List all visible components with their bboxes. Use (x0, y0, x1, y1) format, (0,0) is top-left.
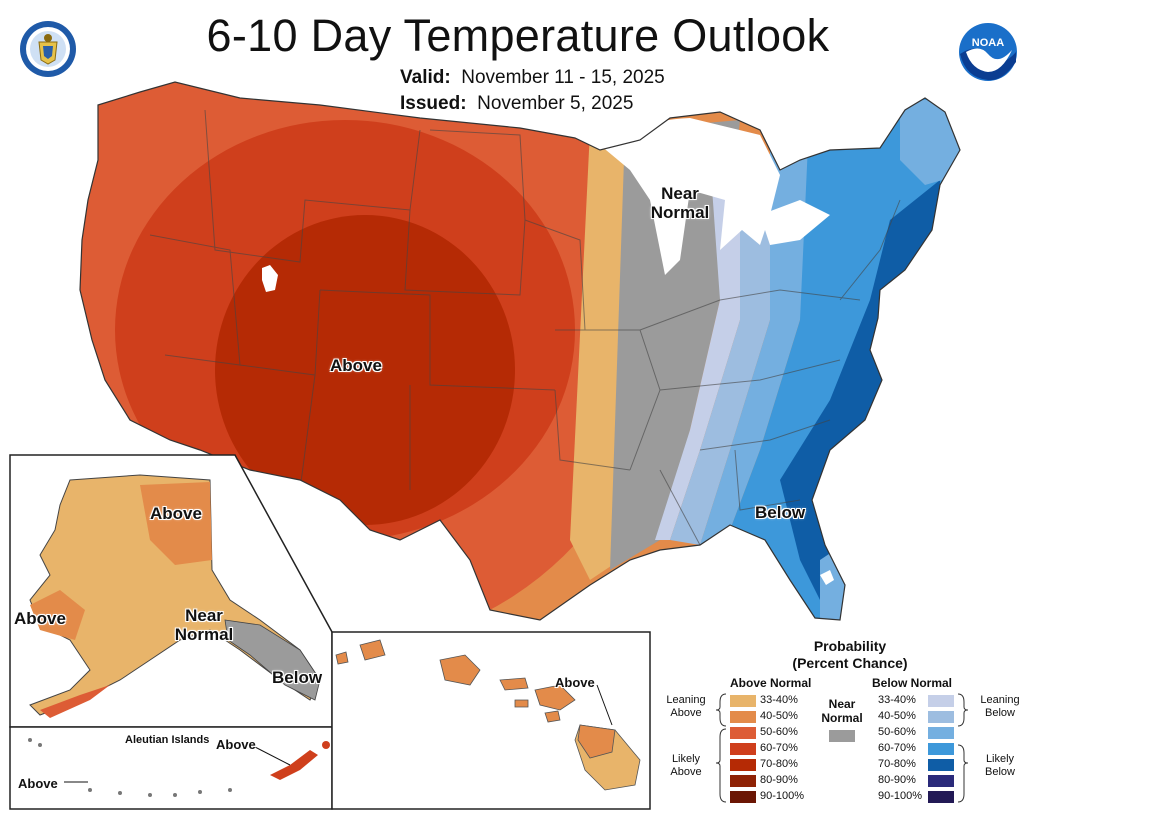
aleutian-title-label: Aleutian Islands (125, 734, 210, 746)
legend-above-bin-swatch (730, 759, 756, 771)
legend-likely-below: Likely Below (985, 753, 1015, 778)
legend-above-bin-label: 90-100% (760, 790, 805, 802)
map-title: 6-10 Day Temperature Outlook (206, 10, 830, 61)
legend-below-bin-swatch (928, 791, 954, 803)
alaska-above-w-label: Above (14, 609, 66, 628)
legend-leaning-below: Leaning Below (980, 694, 1020, 719)
legend-brackets (715, 693, 969, 803)
legend-below-bin-swatch (928, 743, 954, 755)
alaska-below-label: Below (272, 668, 323, 687)
legend-below-bin-label: 70-80% (878, 758, 916, 770)
legend-above-bin-swatch (730, 743, 756, 755)
conus-near-normal-label: Near Normal (650, 184, 710, 222)
legend-title-line2: (Percent Chance) (792, 655, 908, 671)
noaa-logo: NOAA (959, 23, 1017, 81)
legend-below-bin-label: 60-70% (878, 742, 916, 754)
aleutian-above-w-label: Above (18, 776, 58, 791)
legend-above-bin-label: 33-40% (760, 694, 798, 706)
legend-leaning-above: Leaning Above (666, 694, 706, 719)
issued-date-line: Issued: November 5, 2025 (400, 93, 633, 115)
legend-below-bin-label: 33-40% (878, 694, 916, 706)
legend-near-header: Near Normal (821, 697, 863, 725)
legend-below-bin-label: 50-60% (878, 726, 916, 738)
alaska-map (29, 474, 321, 718)
legend-above-bin-label: 40-50% (760, 710, 798, 722)
legend-near-swatch (829, 730, 855, 742)
aleutian-inset-frame (9, 726, 333, 810)
legend-below-bin-label: 40-50% (878, 710, 916, 722)
issued-label: Issued: (400, 93, 467, 114)
conus-below-label: Below (755, 503, 806, 522)
legend-above-bin-swatch (730, 695, 756, 707)
aleutian-islands (28, 738, 330, 797)
issued-date: November 5, 2025 (477, 93, 634, 114)
legend-below-bin-label: 80-90% (878, 774, 916, 786)
legend-below-bin-swatch (928, 727, 954, 739)
legend-below-bin-swatch (928, 695, 954, 707)
conus-outline (79, 81, 961, 621)
legend-above-bin-label: 60-70% (760, 742, 798, 754)
probability-legend: Probability (Percent Chance) Above Norma… (652, 632, 1032, 812)
legend-below-bin-swatch (928, 711, 954, 723)
legend-above-bin-label: 70-80% (760, 758, 798, 770)
legend-above-bin-swatch (730, 727, 756, 739)
legend-above-header: Above Normal (730, 676, 812, 690)
hawaii-islands (335, 639, 641, 791)
legend-likely-above: Likely Above (670, 753, 702, 778)
legend-above-bin-label: 50-60% (760, 726, 798, 738)
legend-above-bin-swatch (730, 791, 756, 803)
conus-above-label: Above (330, 356, 382, 375)
legend-below-bin-swatch (928, 775, 954, 787)
legend-below-bin-label: 90-100% (878, 790, 923, 802)
legend-above-bin-swatch (730, 775, 756, 787)
commerce-seal-logo (20, 21, 76, 77)
legend-below-header: Below Normal (872, 676, 953, 690)
valid-label: Valid: (400, 67, 451, 88)
legend-title-line1: Probability (813, 638, 887, 654)
valid-dates-line: Valid: November 11 - 15, 2025 (400, 67, 665, 89)
alaska-near-normal-label: Near Normal (174, 606, 234, 644)
legend-above-bin-swatch (730, 711, 756, 723)
hawaii-above-label: Above (555, 675, 595, 690)
svg-text:NOAA: NOAA (972, 37, 1004, 49)
legend-above-bin-label: 80-90% (760, 774, 798, 786)
valid-dates: November 11 - 15, 2025 (461, 67, 665, 88)
aleutian-above-e-label: Above (216, 737, 256, 752)
legend-below-bin-swatch (928, 759, 954, 771)
alaska-above-ne-label: Above (150, 504, 202, 523)
